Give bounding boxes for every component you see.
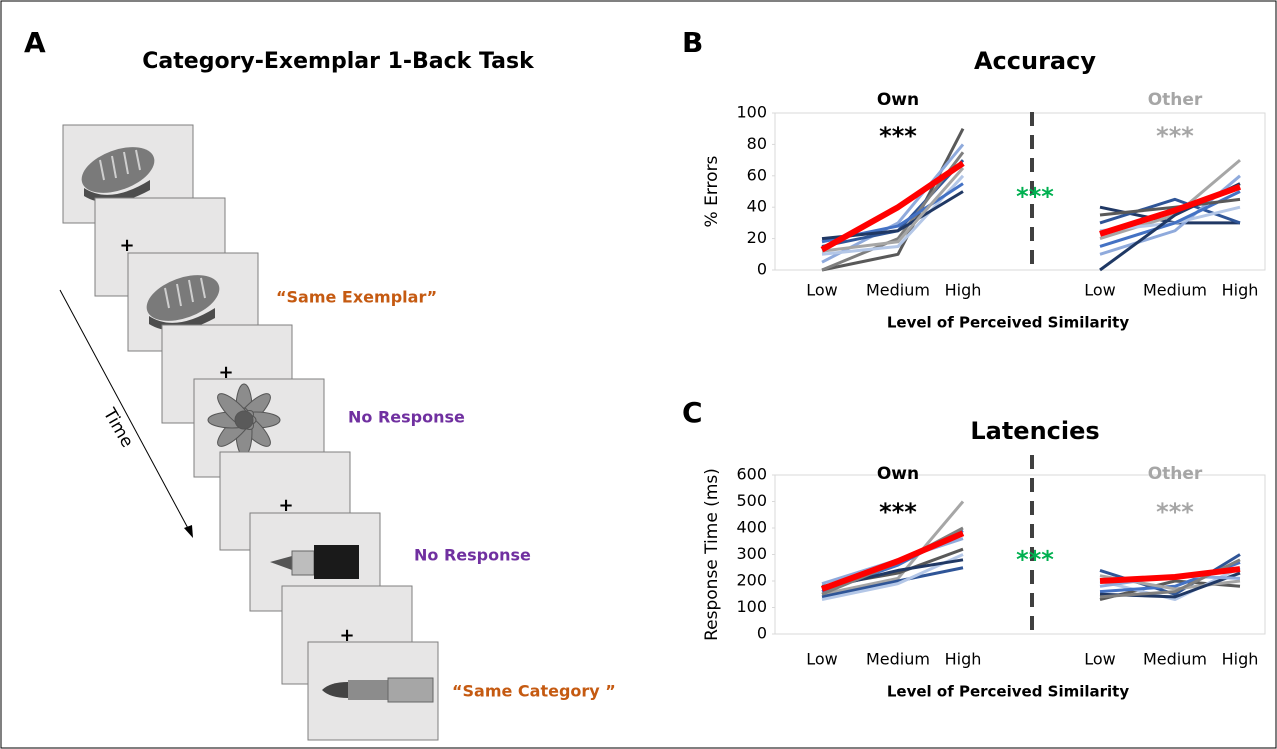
data-line [820,160,965,253]
fixation: + [278,495,293,516]
x-tick-label: Low [1084,281,1116,300]
data-line [1099,197,1241,225]
response-label: No Response [414,546,531,565]
group-stars: *** [879,122,917,150]
y-tick-label: 20 [747,228,767,247]
fixation: + [119,235,134,256]
time-label: Time [98,404,137,451]
flower-image [207,383,281,457]
x-tick-label: Low [806,281,838,300]
data-line [821,566,964,599]
x-tick-label: Medium [1143,281,1207,300]
plot-frame [774,112,1266,271]
y-tick-label: 60 [747,165,767,184]
data-line [821,166,965,253]
fixation: + [218,362,233,383]
x-tick-label: Low [1084,650,1116,669]
x-tick-label: Low [806,650,838,669]
between-stars: *** [1016,546,1054,574]
between-stars: *** [1016,183,1054,211]
group-stars: *** [879,498,917,526]
x-tick-label: High [1222,650,1259,669]
lipstick-image [322,677,434,703]
x-tick-label: Medium [1143,650,1207,669]
x-tick-label: High [1222,281,1259,300]
y-tick-label: 200 [736,571,767,590]
y-tick-label: 0 [757,260,767,279]
trial-sequence: + + + + [62,124,439,741]
response-label: “Same Category ” [452,682,616,701]
y-tick-label: 100 [736,103,767,122]
y-tick-label: 400 [736,518,767,537]
time-arrow [59,289,191,533]
shell-image [81,147,155,203]
y-tick-label: 300 [736,544,767,563]
data-line [1099,566,1241,584]
y-axis-label: % Errors [702,155,722,227]
y-tick-label: 0 [757,624,767,643]
y-tick-label: 100 [736,597,767,616]
group-label: Own [877,90,919,110]
group-label: Own [877,464,919,484]
lipstick-image [270,545,359,579]
arrow-head [184,525,193,538]
group-stars: *** [1156,122,1194,150]
y-tick-label: 80 [747,134,767,153]
group-label: Other [1148,464,1203,484]
panel-label: C [682,396,703,429]
x-axis-label: Level of Perceived Similarity [887,314,1129,332]
panel-label: A [24,26,46,59]
y-axis-label: Response Time (ms) [702,468,722,641]
panel-title: Category-Exemplar 1-Back Task [142,49,535,74]
data-line [1099,183,1242,237]
chart-title: Accuracy [974,47,1096,75]
x-tick-label: Medium [866,281,930,300]
y-tick-label: 600 [736,465,767,484]
x-tick-label: Medium [866,650,930,669]
y-tick-label: 40 [747,197,767,216]
data-line [821,500,965,596]
chart-title: Latencies [970,417,1099,445]
group-stars: *** [1156,498,1194,526]
x-tick-label: High [945,650,982,669]
response-label: “Same Exemplar” [276,288,437,307]
x-tick-label: High [945,281,982,300]
fixation: + [339,625,354,646]
group-label: Other [1148,90,1203,110]
y-tick-label: 500 [736,491,767,510]
response-label: No Response [348,408,465,427]
data-line [820,530,965,592]
x-axis-label: Level of Perceived Similarity [887,683,1129,701]
panel-label: B [682,26,703,59]
